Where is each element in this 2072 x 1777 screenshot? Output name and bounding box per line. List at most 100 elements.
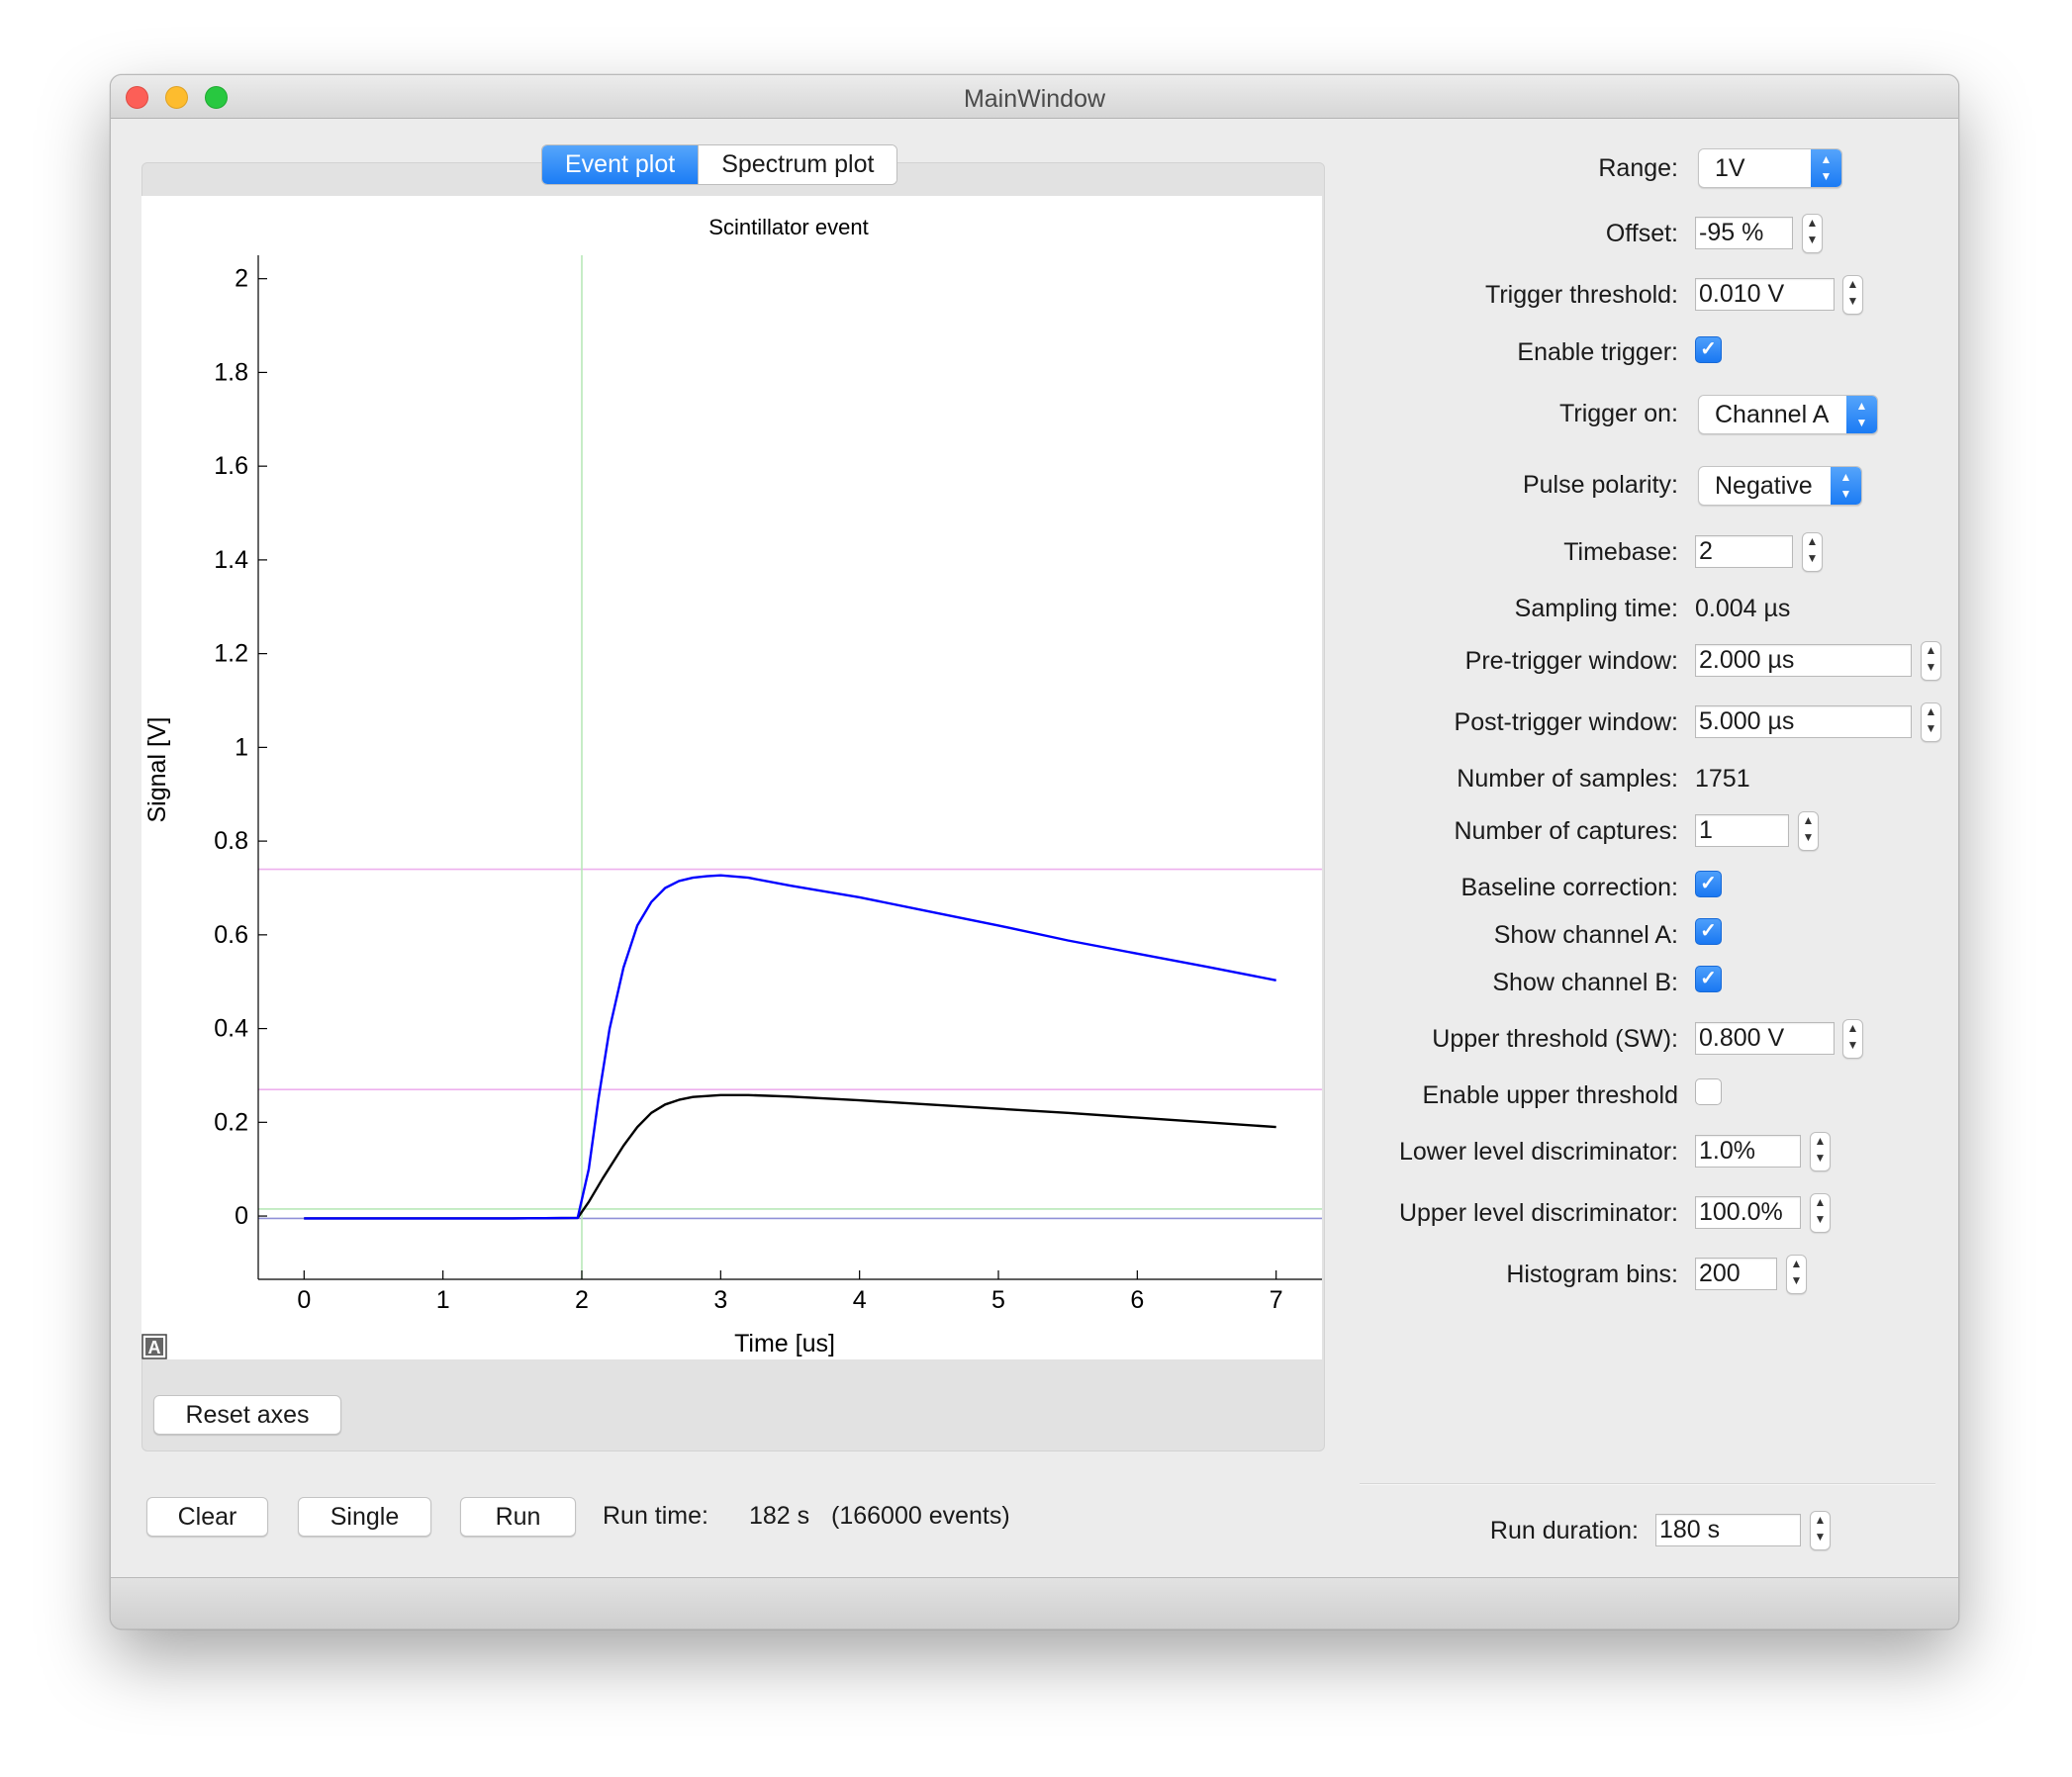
sampling-time-value: 0.004 µs <box>1695 595 1791 622</box>
y-axis-label: Signal [V] <box>143 716 171 822</box>
x-axis-label: Time [us] <box>734 1330 835 1357</box>
event-plot-svg: Scintillator event 0 0.2 0.4 0.6 0.8 1 1.2 1.4 1… <box>141 215 1322 1359</box>
x-tick-label: 0 <box>297 1286 311 1314</box>
pulse-polarity-value: Negative <box>1715 472 1813 500</box>
pulse-polarity-select[interactable]: Negative ▲ ▼ <box>1698 466 1862 506</box>
number-of-captures-stepper[interactable]: ▲ ▼ <box>1798 811 1819 851</box>
run-time-label: Run time: <box>603 1502 708 1530</box>
pre-trigger-window-stepper[interactable]: ▲ ▼ <box>1921 641 1941 681</box>
tab-event-plot[interactable]: Event plot <box>542 145 699 184</box>
number-of-samples-value: 1751 <box>1695 765 1750 793</box>
post-trigger-window-stepper[interactable]: ▲ ▼ <box>1921 702 1941 742</box>
x-tick-label: 1 <box>436 1286 450 1314</box>
trigger-on-label: Trigger on: <box>1559 400 1678 427</box>
show-channel-b-checkbox[interactable]: ✓ <box>1695 966 1722 992</box>
timebase-stepper[interactable]: ▲ ▼ <box>1802 532 1823 572</box>
single-button[interactable]: Single <box>298 1497 431 1537</box>
autorange-button[interactable]: A <box>141 1334 167 1359</box>
clear-button[interactable]: Clear <box>146 1497 268 1537</box>
x-tick-label: 3 <box>713 1286 727 1314</box>
trigger-threshold-label: Trigger threshold: <box>1485 281 1678 309</box>
enable-upper-threshold-checkbox[interactable] <box>1695 1078 1722 1105</box>
pre-trigger-window-label: Pre-trigger window: <box>1464 647 1678 675</box>
enable-upper-threshold-label: Enable upper threshold <box>1422 1081 1678 1109</box>
x-tick-label: 7 <box>1270 1286 1283 1314</box>
enable-trigger-checkbox[interactable]: ✓ <box>1695 336 1722 363</box>
chevron-updown-icon: ▲ ▼ <box>1811 149 1841 187</box>
lower-level-discriminator-field[interactable]: 1.0% <box>1695 1135 1801 1168</box>
pulse-polarity-label: Pulse polarity: <box>1522 471 1678 499</box>
run-duration-field[interactable]: 180 s <box>1655 1514 1801 1546</box>
close-window-button[interactable] <box>126 86 148 109</box>
window-bottom-bar <box>111 1577 1958 1629</box>
upper-level-discriminator-stepper[interactable]: ▲ ▼ <box>1810 1193 1831 1233</box>
y-tick-label: 1.2 <box>214 640 248 668</box>
y-tick-label: 1.4 <box>214 546 248 574</box>
zoom-window-button[interactable] <box>205 86 228 109</box>
run-duration-label: Run duration: <box>1489 1517 1639 1544</box>
lower-level-discriminator-stepper[interactable]: ▲ ▼ <box>1810 1132 1831 1171</box>
window-title: MainWindow <box>963 85 1106 113</box>
histogram-bins-stepper[interactable]: ▲ ▼ <box>1786 1255 1807 1294</box>
chevron-updown-icon: ▲ ▼ <box>1846 396 1877 433</box>
trigger-on-value: Channel A <box>1715 401 1830 428</box>
range-select[interactable]: 1V ▲ ▼ <box>1698 148 1842 188</box>
y-tick-label: 0.6 <box>214 921 248 949</box>
event-plot[interactable]: Scintillator event 0 0.2 0.4 0.6 0.8 1 1.2 1.4 1… <box>141 196 1322 1359</box>
post-trigger-window-label: Post-trigger window: <box>1454 708 1678 736</box>
reset-axes-button[interactable]: Reset axes <box>153 1395 341 1435</box>
run-duration-stepper[interactable]: ▲ ▼ <box>1810 1511 1831 1550</box>
panel-separator <box>1360 1483 1935 1485</box>
event-count: (166000 events) <box>831 1502 1010 1530</box>
upper-threshold-sw-field[interactable]: 0.800 V <box>1695 1022 1835 1055</box>
range-value: 1V <box>1715 154 1745 182</box>
x-tick-label: 2 <box>575 1286 589 1314</box>
y-tick-label: 0 <box>235 1202 248 1230</box>
autorange-label: A <box>148 1338 161 1357</box>
x-tick-label: 4 <box>853 1286 867 1314</box>
number-of-captures-field[interactable]: 1 <box>1695 814 1789 847</box>
show-channel-a-label: Show channel A: <box>1493 921 1678 949</box>
trigger-threshold-stepper[interactable]: ▲ ▼ <box>1842 275 1863 315</box>
minimize-window-button[interactable] <box>165 86 188 109</box>
offset-label: Offset: <box>1605 220 1678 247</box>
series-line-1 <box>304 1093 1276 1220</box>
chart-title: Scintillator event <box>708 215 868 239</box>
lower-level-discriminator-label: Lower level discriminator: <box>1398 1138 1678 1166</box>
trigger-on-select[interactable]: Channel A ▲ ▼ <box>1698 395 1878 434</box>
run-button[interactable]: Run <box>460 1497 576 1537</box>
y-tick-label: 0.2 <box>214 1108 248 1136</box>
timebase-label: Timebase: <box>1563 538 1678 566</box>
trigger-threshold-field[interactable]: 0.010 V <box>1695 278 1835 311</box>
range-label: Range: <box>1598 154 1678 182</box>
y-tick-label: 1.6 <box>214 452 248 480</box>
upper-level-discriminator-label: Upper level discriminator: <box>1398 1199 1678 1227</box>
plot-tabs: Event plot Spectrum plot <box>541 144 898 185</box>
x-tick-label: 5 <box>991 1286 1005 1314</box>
y-tick-label: 1.8 <box>214 358 248 386</box>
show-channel-b-label: Show channel B: <box>1492 969 1678 996</box>
upper-level-discriminator-field[interactable]: 100.0% <box>1695 1196 1801 1229</box>
pre-trigger-window-field[interactable]: 2.000 µs <box>1695 644 1912 677</box>
show-channel-a-checkbox[interactable]: ✓ <box>1695 918 1722 945</box>
number-of-captures-label: Number of captures: <box>1454 817 1679 845</box>
y-tick-label: 0.8 <box>214 827 248 855</box>
series-line-0 <box>304 874 1276 1220</box>
tab-spectrum-plot[interactable]: Spectrum plot <box>698 145 897 184</box>
offset-stepper[interactable]: ▲ ▼ <box>1802 214 1823 253</box>
sampling-time-label: Sampling time: <box>1514 595 1678 622</box>
x-tick-label: 6 <box>1130 1286 1144 1314</box>
y-tick-label: 0.4 <box>214 1015 248 1043</box>
baseline-correction-checkbox[interactable]: ✓ <box>1695 871 1722 897</box>
histogram-bins-field[interactable]: 200 <box>1695 1258 1777 1290</box>
title-bar: MainWindow <box>111 75 1958 119</box>
y-tick-label: 1 <box>235 733 248 761</box>
histogram-bins-label: Histogram bins: <box>1506 1261 1678 1288</box>
timebase-field[interactable]: 2 <box>1695 535 1793 568</box>
run-time-value: 182 s <box>749 1502 810 1530</box>
offset-field[interactable]: -95 % <box>1695 217 1793 249</box>
chevron-updown-icon: ▲ ▼ <box>1831 467 1861 505</box>
y-tick-label: 2 <box>235 265 248 293</box>
upper-threshold-sw-stepper[interactable]: ▲ ▼ <box>1842 1019 1863 1059</box>
post-trigger-window-field[interactable]: 5.000 µs <box>1695 705 1912 738</box>
